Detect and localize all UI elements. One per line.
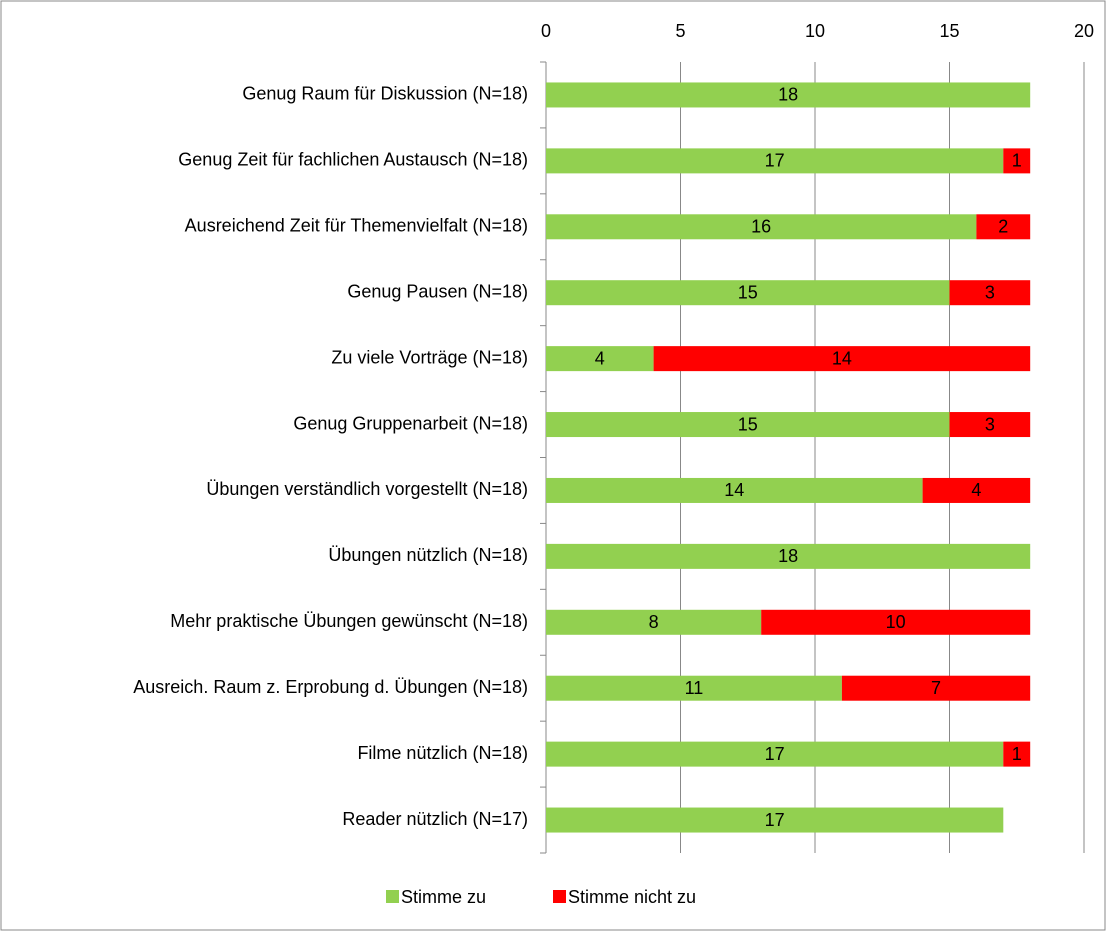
bar-segment (546, 148, 1004, 174)
y-tick-label: Übungen nützlich (N=18) (328, 545, 528, 565)
y-tick-label: Ausreichend Zeit für Themenvielfalt (N=1… (185, 216, 528, 236)
data-label: 16 (751, 217, 771, 237)
bar-segment (546, 477, 923, 503)
legend-swatch (553, 890, 566, 903)
data-label: 15 (738, 282, 758, 302)
bar-segment (949, 280, 1031, 306)
bar-segment (949, 412, 1031, 438)
y-tick-label: Mehr praktische Übungen gewünscht (N=18) (170, 611, 528, 631)
bar-segment (546, 675, 842, 701)
data-label: 14 (832, 348, 852, 368)
bar-segment (1003, 148, 1031, 174)
bar-segment (546, 609, 762, 635)
data-label: 7 (931, 678, 941, 698)
bar-segment (653, 346, 1031, 372)
data-label: 4 (971, 480, 981, 500)
data-label: 18 (778, 546, 798, 566)
x-tick-label: 5 (675, 21, 685, 41)
y-tick-label: Genug Pausen (N=18) (347, 281, 528, 301)
bar-segment (546, 543, 1031, 569)
bar-segment (1003, 741, 1031, 767)
bar-segment (546, 280, 950, 306)
bar-segment (546, 346, 654, 372)
bar-segment (922, 477, 1031, 503)
y-tick-label: Genug Gruppenarbeit (N=18) (293, 413, 528, 433)
data-label: 1 (1012, 151, 1022, 171)
data-label: 3 (985, 414, 995, 434)
x-tick-label: 20 (1074, 21, 1094, 41)
legend-swatch (386, 890, 399, 903)
data-label: 10 (886, 612, 906, 632)
data-label: 17 (765, 151, 785, 171)
data-label: 11 (685, 678, 704, 698)
y-tick-label: Filme nützlich (N=18) (357, 743, 528, 763)
y-tick-label: Genug Raum für Diskussion (N=18) (242, 84, 528, 104)
legend-label: Stimme nicht zu (568, 887, 696, 907)
bar-segment (546, 82, 1031, 108)
bar-segment (761, 609, 1031, 635)
data-label: 4 (595, 348, 605, 368)
data-label: 17 (765, 810, 785, 830)
data-label: 3 (985, 282, 995, 302)
bar-segment (546, 741, 1004, 767)
data-label: 2 (998, 217, 1008, 237)
y-tick-label: Ausreich. Raum z. Erprobung d. Übungen (… (133, 677, 528, 697)
y-tick-label: Reader nützlich (N=17) (342, 809, 528, 829)
y-tick-label: Genug Zeit für fachlichen Austausch (N=1… (178, 150, 528, 170)
data-label: 1 (1012, 744, 1022, 764)
data-label: 14 (724, 480, 744, 500)
data-label: 15 (738, 414, 758, 434)
x-tick-label: 0 (541, 21, 551, 41)
bar-segment (546, 412, 950, 438)
bar-segment (841, 675, 1031, 701)
bar-segment (546, 807, 1004, 833)
data-label: 18 (778, 85, 798, 105)
y-tick-label: Übungen verständlich vorgestellt (N=18) (206, 479, 528, 499)
bar-segment (976, 214, 1031, 240)
x-tick-label: 10 (805, 21, 825, 41)
legend-label: Stimme zu (401, 887, 486, 907)
x-tick-label: 15 (939, 21, 959, 41)
y-tick-label: Zu viele Vorträge (N=18) (331, 347, 528, 367)
data-label: 17 (765, 744, 785, 764)
data-label: 8 (649, 612, 659, 632)
bar-segment (546, 214, 977, 240)
